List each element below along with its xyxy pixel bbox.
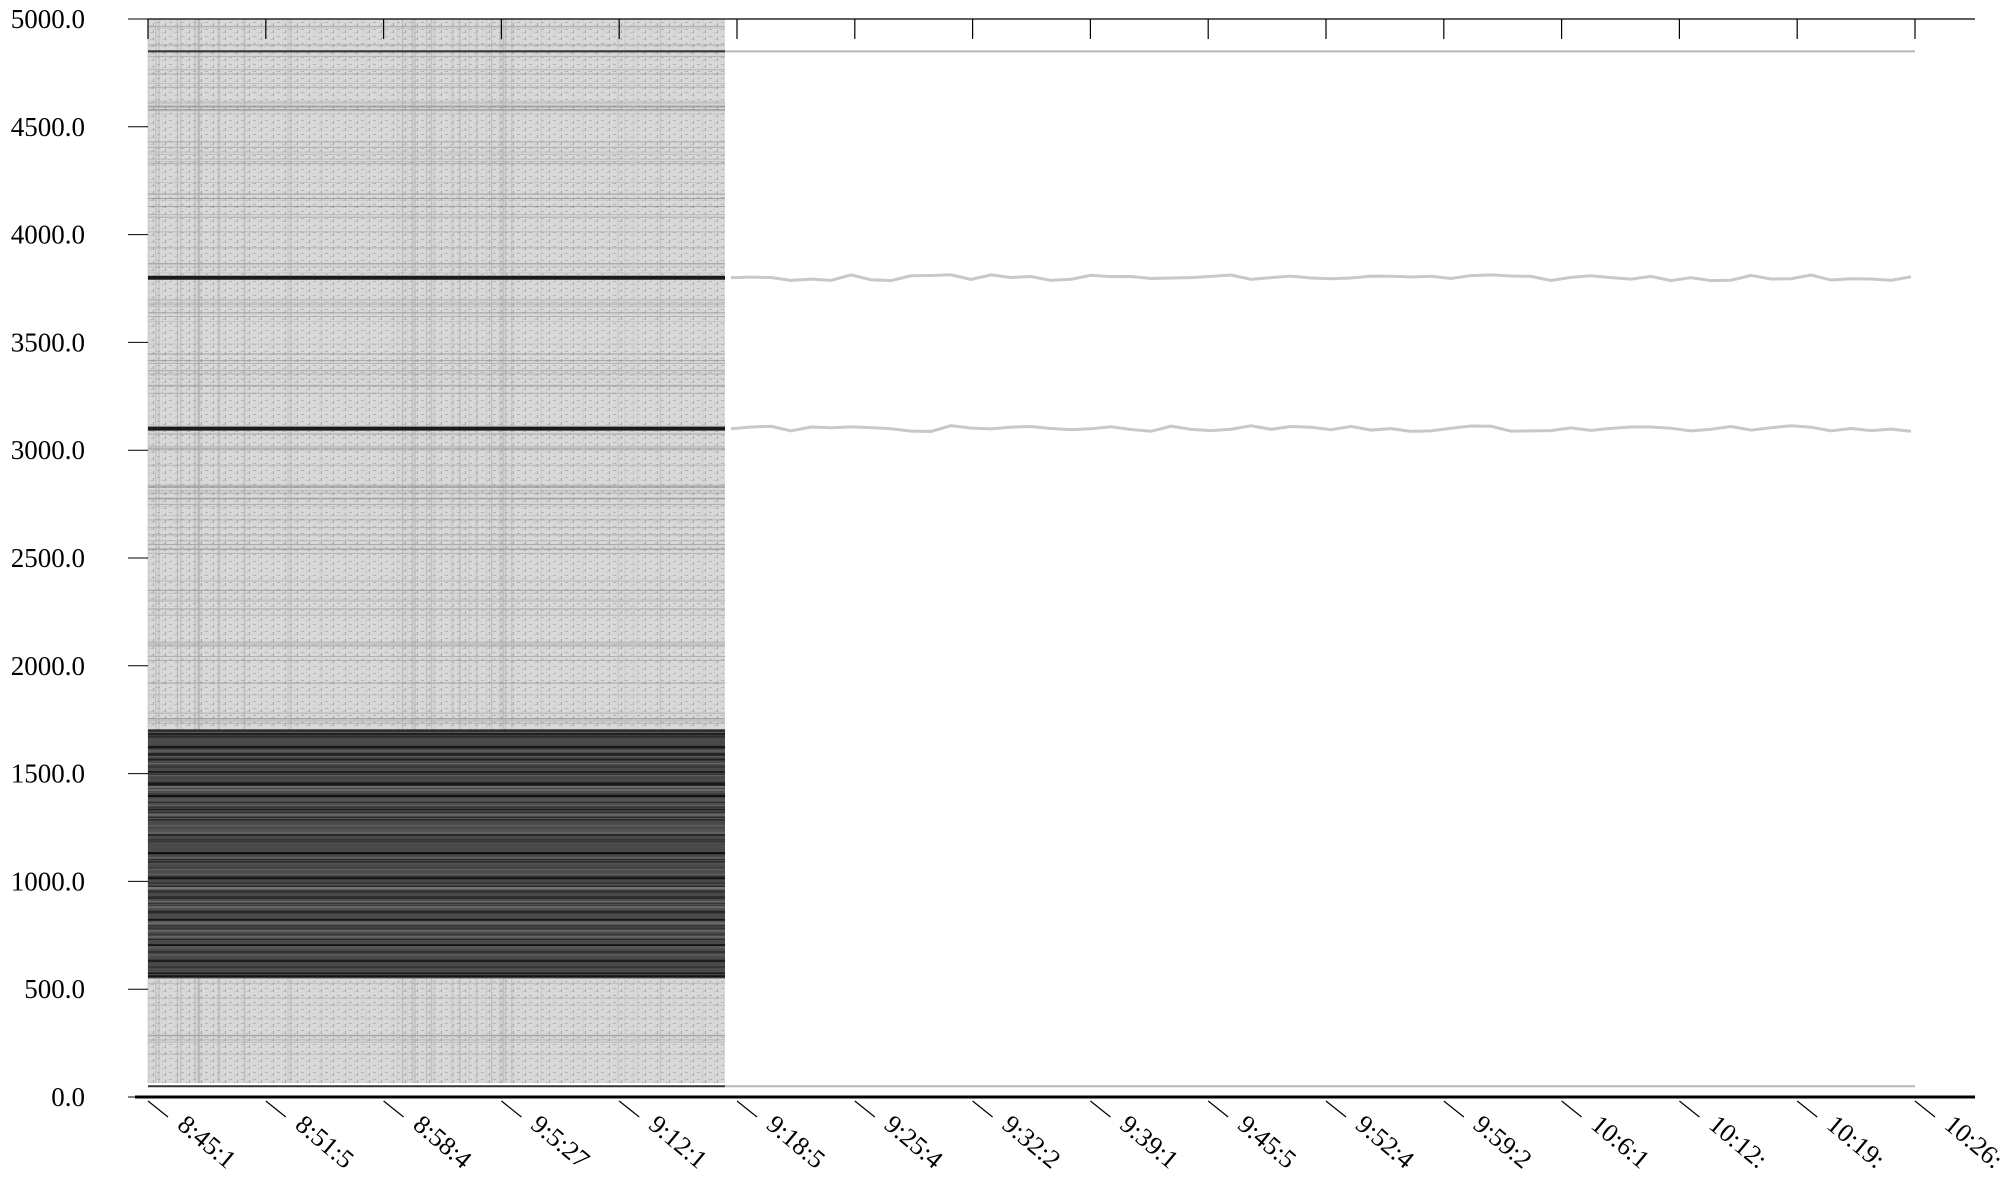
x-tick — [1090, 1100, 1111, 1118]
x-tick — [265, 1100, 287, 1118]
y-tick-label: 500.0 — [24, 974, 85, 1004]
x-tick-label: 9:5:27 — [526, 1109, 596, 1174]
x-tick — [618, 1100, 640, 1118]
y-tick-label: 5000.0 — [11, 4, 85, 34]
x-tick-label: 9:18:5 — [761, 1109, 831, 1174]
x-tick-label: 8:58:4 — [408, 1109, 478, 1174]
y-tick-label: 0.0 — [51, 1082, 85, 1112]
x-tick — [501, 1100, 522, 1118]
x-tick — [1914, 1100, 1936, 1118]
x-tick — [1679, 1100, 1700, 1118]
x-tick-label: 9:12:1 — [643, 1109, 713, 1174]
y-tick-label: 1000.0 — [11, 866, 85, 896]
y-tick-label: 3500.0 — [11, 327, 85, 357]
y-tick-label: 3000.0 — [11, 435, 85, 465]
dark-band — [148, 730, 725, 979]
x-tick — [1796, 1100, 1818, 1118]
x-tick — [972, 1100, 993, 1118]
trace-faint — [730, 424, 1912, 433]
y-tick-label: 2000.0 — [11, 651, 85, 681]
x-tick-label: 9:52:4 — [1350, 1109, 1420, 1174]
x-tick — [1207, 1100, 1229, 1118]
x-tick — [854, 1100, 876, 1118]
x-tick-label: 10:6:1 — [1586, 1109, 1656, 1174]
plot-area — [147, 19, 1915, 1088]
x-tick-label: 10:26: — [1939, 1109, 2009, 1174]
x-tick — [147, 1100, 169, 1118]
x-tick — [1561, 1100, 1582, 1118]
x-tick — [1443, 1100, 1465, 1118]
y-tick-label: 4500.0 — [11, 112, 85, 142]
x-tick-label: 9:25:4 — [879, 1109, 949, 1174]
x-tick-label: 9:59:2 — [1468, 1109, 1538, 1174]
trace-faint — [730, 273, 1912, 283]
y-tick-label: 2500.0 — [11, 543, 85, 573]
x-tick-label: 9:32:2 — [997, 1109, 1067, 1174]
y-tick-label: 4000.0 — [11, 220, 85, 250]
x-tick-label: 10:19: — [1821, 1109, 1891, 1174]
y-tick-label: 1500.0 — [11, 759, 85, 789]
x-tick-label: 9:45:5 — [1232, 1109, 1302, 1174]
dark-band-lines — [148, 729, 725, 978]
x-tick — [1325, 1100, 1347, 1118]
x-tick — [736, 1100, 758, 1118]
x-tick-label: 8:45:1 — [172, 1109, 242, 1174]
x-tick-label: 8:51:5 — [290, 1109, 360, 1174]
x-tick-label: 9:39:1 — [1115, 1109, 1185, 1174]
x-tick — [383, 1100, 404, 1118]
y-axis: 5000.0 4500.0 4000.0 3500.0 3000.0 2500.0 2000… — [11, 4, 148, 1112]
x-tick-label: 10:12: — [1704, 1109, 1774, 1174]
